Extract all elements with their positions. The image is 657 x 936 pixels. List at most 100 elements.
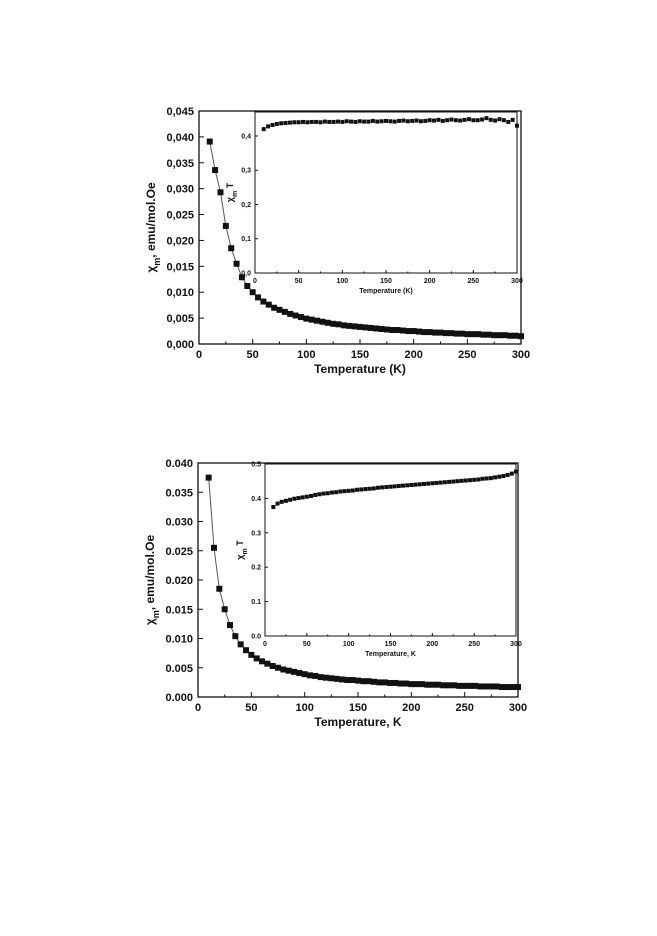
- top-inset-data-point: [296, 120, 301, 125]
- bottom-main-y-tick-label: 0.040: [165, 458, 193, 470]
- bottom-main-data-point: [360, 678, 367, 685]
- bottom-main-data-point: [211, 544, 217, 551]
- top-inset-data-point: [344, 119, 349, 124]
- bottom-inset: 0 50 100 150 200 250 300 0.0 0.1 0.2 0.3 0.4 0.5 Temp…: [235, 462, 522, 659]
- top-inset-data-point: [462, 117, 467, 122]
- bottom-main-data-point: [291, 668, 297, 675]
- bottom-inset-x-tick-label: 50: [303, 641, 311, 648]
- bottom-inset-data-point: [338, 489, 343, 494]
- top-inset-data-point: [318, 120, 323, 125]
- top-inset-y-tick-label: 0,2: [241, 202, 251, 209]
- bottom-main-data-point: [424, 681, 431, 688]
- top-inset-data-point: [414, 118, 419, 123]
- bottom-inset-data-point: [350, 488, 355, 493]
- bottom-inset-y-tick-label: 0.0: [251, 634, 261, 641]
- top-main-data-point: [469, 331, 476, 338]
- top-main-data-point: [507, 332, 514, 339]
- top-main-x-tick-label: 200: [404, 349, 422, 361]
- top-main-data-point: [244, 283, 251, 290]
- top-main-data-point: [335, 321, 342, 328]
- bottom-inset-data-point: [488, 476, 493, 481]
- top-inset-data-point: [340, 119, 345, 124]
- top-inset-data-point: [375, 119, 380, 124]
- bottom-main-x-tick-label: 0: [195, 702, 201, 714]
- bottom-main-data-point: [221, 606, 228, 613]
- bottom-main-data-point: [349, 677, 356, 684]
- bottom-inset-data-point: [467, 478, 472, 483]
- top-inset-data-point: [418, 119, 423, 124]
- bottom-main-data-point: [253, 655, 260, 662]
- top-main-data-point: [491, 332, 498, 339]
- top-inset-data-point: [370, 118, 375, 123]
- bottom-main-data-point: [483, 683, 489, 690]
- top-inset-data-point: [292, 120, 297, 125]
- top-inset-data-point: [432, 118, 437, 123]
- bottom-main-data-point: [435, 681, 441, 688]
- top-main-data-point: [281, 308, 288, 315]
- top-main-data-point: [271, 304, 278, 311]
- bottom-inset-data-point: [363, 487, 368, 492]
- top-inset-data-point: [480, 117, 485, 122]
- top-main-data-point: [383, 326, 390, 333]
- top-inset-data-point: [453, 118, 458, 123]
- top-main-data-point: [426, 329, 433, 336]
- top-inset-data-point: [423, 118, 428, 123]
- top-inset-data-point: [449, 117, 454, 122]
- top-inset: 0 50 100 150 200 250 300 0,0 0,1 0,2 0,3 0,4 Tempera…: [225, 111, 523, 295]
- bottom-inset-x-tick-label: 0: [263, 641, 267, 648]
- bottom-main-data-point: [381, 679, 388, 686]
- bottom-inset-data-point: [300, 495, 305, 500]
- bottom-inset-data-point: [501, 474, 506, 479]
- top-main-data-point: [437, 329, 444, 336]
- bottom-main-x-tick-label: 150: [349, 702, 367, 714]
- top-main-data-point: [324, 319, 331, 326]
- bottom-inset-data-point: [447, 479, 452, 484]
- bottom-inset-data-point: [392, 484, 397, 489]
- top-main-data-point: [432, 329, 439, 336]
- top-main-data-point: [351, 323, 358, 330]
- top-main-data-point: [233, 260, 240, 267]
- bottom-main-data-point: [488, 683, 495, 690]
- top-main-x-tick-label: 250: [458, 349, 476, 361]
- bottom-inset-x-tick-label: 150: [385, 641, 397, 648]
- bottom-main-data-point: [339, 676, 345, 683]
- top-inset-data-point: [261, 127, 266, 132]
- top-inset-frame: [254, 111, 518, 274]
- bottom-main-data-point: [376, 679, 383, 686]
- bottom-inset-x-tick-label: 100: [343, 641, 355, 648]
- bottom-main-data-point: [477, 683, 484, 690]
- top-main-data-point: [276, 306, 283, 313]
- bottom-inset-data-point: [304, 494, 309, 499]
- bottom-main-data-point: [461, 682, 468, 689]
- top-inset-x-tick-label: 150: [380, 278, 392, 285]
- top-inset-y-axis-label: χm T: [225, 182, 239, 202]
- top-inset-data-point: [488, 117, 493, 122]
- top-inset-y-tick-label: 0,0: [241, 271, 251, 278]
- top-main-data-point: [475, 331, 482, 338]
- bottom-main-data-point: [365, 678, 372, 685]
- top-inset-y-tick-label: 0,4: [241, 133, 251, 140]
- bottom-inset-data-point: [359, 487, 364, 492]
- top-main-data-point: [501, 332, 508, 339]
- top-main-data-point: [260, 298, 267, 305]
- bottom-main-data-point: [307, 672, 313, 679]
- bottom-inset-data-point: [296, 496, 301, 501]
- bottom-main-data-point: [227, 622, 233, 629]
- top-inset-x-axis-label: Temperature (K): [359, 288, 413, 295]
- top-inset-data-point: [331, 119, 336, 124]
- bottom-inset-data-point: [421, 481, 426, 486]
- top-main-y-tick-label: 0,040: [166, 132, 194, 144]
- bottom-inset-y-tick-label: 0.3: [251, 530, 261, 537]
- top-main-data-point: [217, 189, 224, 196]
- bottom-main-y-axis-label: χm, emu/mol.Oe: [143, 535, 161, 626]
- top-main-data-point: [308, 316, 315, 323]
- bottom-inset-data-point: [434, 480, 439, 485]
- top-main-data-point: [303, 315, 310, 322]
- top-inset-data-point: [410, 118, 415, 123]
- bottom-inset-data-point: [442, 480, 447, 485]
- top-inset-data-point: [401, 118, 406, 123]
- top-inset-data-point: [497, 117, 502, 122]
- bottom-inset-data-point: [380, 485, 385, 490]
- top-main-data-point: [238, 274, 245, 281]
- bottom-inset-y-axis-label: χm T: [235, 540, 249, 560]
